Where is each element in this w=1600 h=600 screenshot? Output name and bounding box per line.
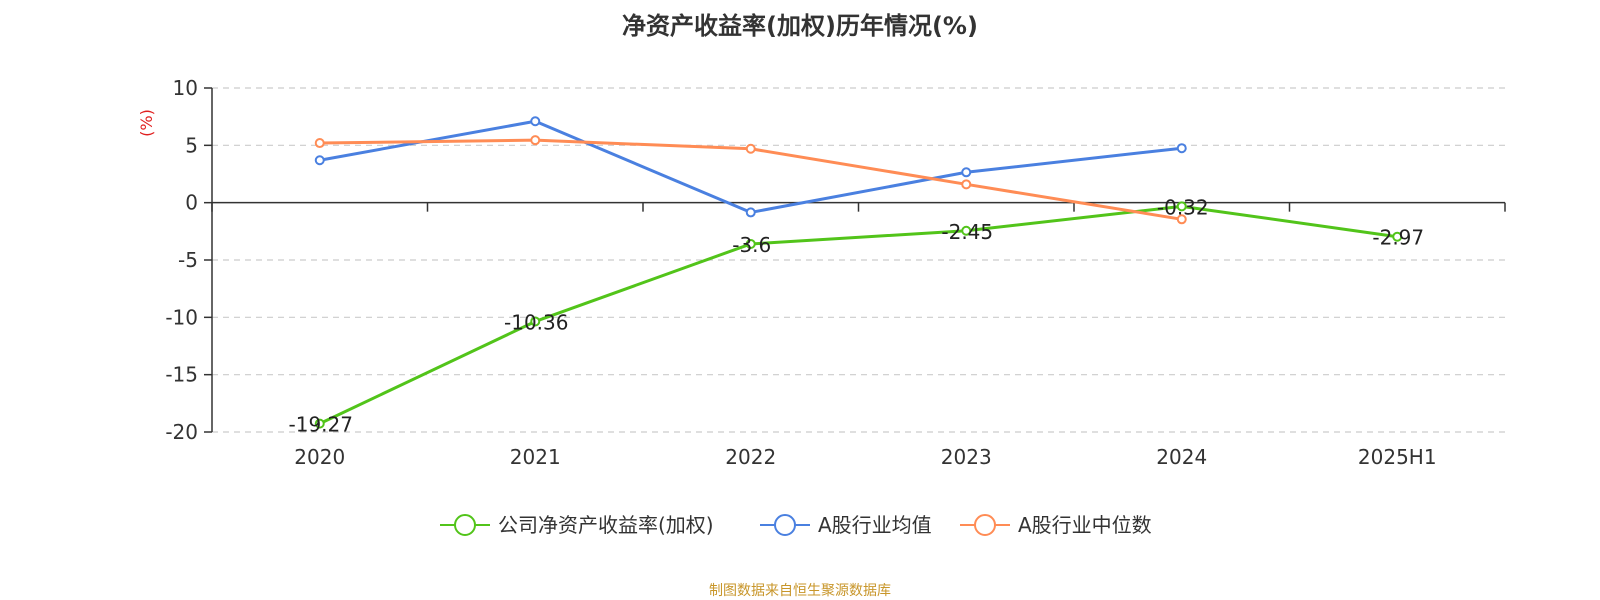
data-label: -10.36 (504, 310, 568, 334)
legend-marker (774, 514, 796, 536)
y-axis-unit-label: (%) (137, 109, 156, 137)
series-point (314, 138, 325, 149)
series-lines (314, 116, 1403, 429)
data-label: -2.97 (1372, 226, 1424, 250)
x-tick-label: 2023 (941, 445, 992, 469)
y-tick-label: -20 (165, 420, 198, 444)
series-point (1176, 214, 1187, 225)
chart-title: 净资产收益率(加权)历年情况(%) (622, 12, 978, 40)
x-tick-label: 2025H1 (1358, 445, 1437, 469)
series-point (961, 167, 972, 178)
y-tick-label: 5 (185, 133, 198, 157)
series-point (530, 316, 541, 327)
series-line-1 (319, 204, 1398, 425)
y-tick-label: -15 (165, 363, 198, 387)
series-point (1176, 201, 1187, 212)
series-point (961, 225, 972, 236)
legend-item-3: A股行业中位数 (960, 513, 1152, 537)
legend-item-2: A股行业均值 (760, 513, 932, 537)
axes: 10 5 0 -5 -10 -15 -20 (%) 2020 2021 2022 2023 2024 20… (137, 76, 1506, 469)
data-label: -19.27 (289, 413, 353, 437)
series-point (961, 179, 972, 190)
y-tick-label: 0 (185, 191, 198, 215)
legend-label: A股行业均值 (818, 513, 932, 537)
source-note: 制图数据来自恒生聚源数据库 (709, 583, 891, 599)
legend-label: A股行业中位数 (1018, 513, 1152, 537)
series-point (314, 155, 325, 166)
legend-item-1: 公司净资产收益率(加权) (440, 513, 714, 537)
legend-marker (454, 514, 476, 536)
y-tick-label: -10 (165, 305, 198, 329)
series-point (314, 418, 325, 429)
data-label: -3.6 (732, 233, 771, 257)
grid-lines (212, 87, 1505, 433)
x-tick-label: 2022 (725, 445, 776, 469)
series-point (530, 135, 541, 146)
x-tick-label: 2021 (510, 445, 561, 469)
data-labels: -19.27 -10.36 -3.6 -2.45 -0.32 -2.97 (289, 195, 1425, 436)
y-tick-label: -5 (178, 248, 198, 272)
series-point (745, 207, 756, 218)
data-label: -0.32 (1157, 195, 1209, 219)
legend-marker (974, 514, 996, 536)
x-tick-label: 2024 (1156, 445, 1207, 469)
data-label: -2.45 (941, 220, 993, 244)
legend-label: 公司净资产收益率(加权) (498, 513, 714, 537)
series-point (745, 143, 756, 154)
series-point (530, 116, 541, 127)
x-tick-label: 2020 (294, 445, 345, 469)
y-tick-label: 10 (173, 76, 198, 100)
legend: 公司净资产收益率(加权) A股行业均值 A股行业中位数 (440, 513, 1152, 537)
series-point (1176, 143, 1187, 154)
series-point (745, 238, 756, 249)
series-point (1392, 231, 1403, 242)
